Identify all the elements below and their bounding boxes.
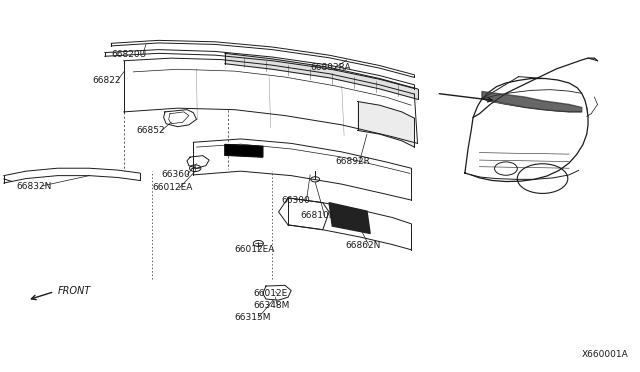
Text: 66832N: 66832N [17,182,52,190]
Text: 66012EA: 66012EA [234,244,275,253]
Polygon shape [358,102,414,147]
Polygon shape [329,203,370,234]
Text: 66012EA: 66012EA [152,183,193,192]
Polygon shape [225,144,263,157]
Text: 66315M: 66315M [234,313,271,322]
Polygon shape [225,53,417,99]
Text: 66810E: 66810E [301,211,335,220]
Text: 66852: 66852 [136,126,165,135]
Text: FRONT: FRONT [58,286,91,295]
Text: 66822: 66822 [92,76,121,85]
Text: X660001A: X660001A [582,350,628,359]
Text: 66892RA: 66892RA [310,63,351,72]
Polygon shape [482,92,582,112]
Text: 66862N: 66862N [345,241,380,250]
Text: 66820U: 66820U [111,50,147,59]
Text: 66360: 66360 [162,170,191,179]
Text: 66348M: 66348M [253,301,290,310]
Text: 66892R: 66892R [335,157,371,166]
Text: 66300: 66300 [282,196,310,205]
Text: 66012E: 66012E [253,289,287,298]
